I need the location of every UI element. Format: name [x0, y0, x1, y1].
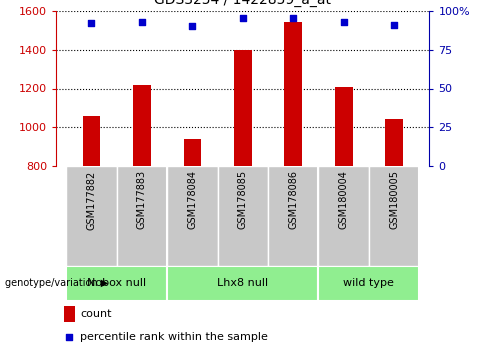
Bar — [268, 166, 319, 266]
Bar — [285, 22, 302, 166]
Point — [65, 334, 73, 339]
Bar — [335, 86, 352, 166]
Bar — [319, 266, 419, 301]
Point — [390, 22, 398, 28]
Bar — [133, 85, 151, 166]
Text: GSM180005: GSM180005 — [389, 170, 399, 229]
Bar — [319, 166, 369, 266]
Bar — [234, 50, 252, 166]
Bar — [82, 116, 100, 166]
Bar — [66, 266, 167, 301]
Bar — [167, 166, 218, 266]
Point — [87, 20, 95, 26]
Point — [138, 19, 146, 24]
Text: percentile rank within the sample: percentile rank within the sample — [81, 332, 268, 342]
Bar — [66, 166, 117, 266]
Text: Lhx8 null: Lhx8 null — [217, 278, 268, 288]
Bar — [167, 266, 319, 301]
Text: count: count — [81, 309, 112, 319]
Bar — [117, 166, 167, 266]
Text: wild type: wild type — [344, 278, 394, 288]
Point — [340, 19, 347, 24]
Bar — [183, 139, 201, 166]
Text: GSM177882: GSM177882 — [86, 170, 97, 230]
Point — [188, 23, 196, 29]
Bar — [218, 166, 268, 266]
Text: GSM180004: GSM180004 — [339, 170, 349, 229]
Bar — [63, 306, 75, 321]
Text: genotype/variation ▶: genotype/variation ▶ — [5, 278, 108, 288]
Text: Nobox null: Nobox null — [87, 278, 146, 288]
Title: GDS3254 / 1422859_a_at: GDS3254 / 1422859_a_at — [154, 0, 331, 7]
Point — [289, 16, 297, 21]
Bar — [369, 166, 419, 266]
Bar — [386, 119, 403, 166]
Text: GSM178084: GSM178084 — [187, 170, 197, 229]
Point — [239, 16, 246, 21]
Text: GSM178086: GSM178086 — [288, 170, 298, 229]
Text: GSM178085: GSM178085 — [238, 170, 248, 229]
Text: GSM177883: GSM177883 — [137, 170, 147, 229]
